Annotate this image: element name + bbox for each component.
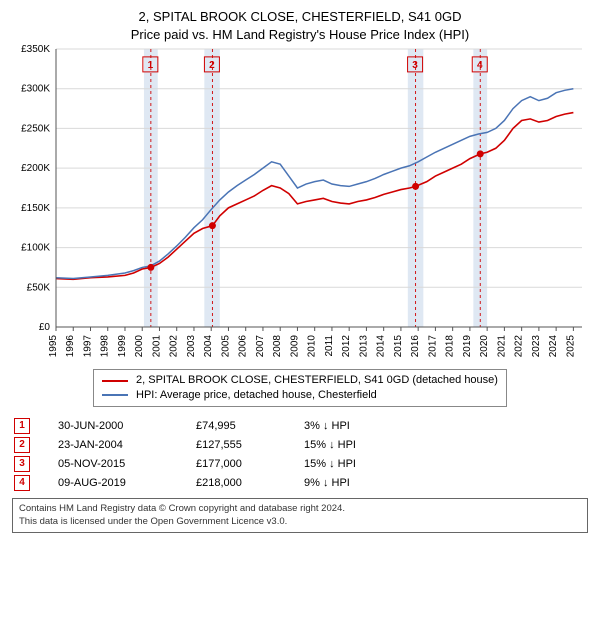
legend-swatch-hpi <box>102 394 128 396</box>
svg-text:2010: 2010 <box>307 335 318 358</box>
price-chart: £0 £50K £100K £150K £200K £250K £300K £350K 1 2 3 4… <box>12 43 588 363</box>
transaction-price: £218,000 <box>196 477 276 489</box>
chart-titles: 2, SPITAL BROOK CLOSE, CHESTERFIELD, S41… <box>12 8 588 43</box>
svg-text:£150K: £150K <box>21 203 50 214</box>
svg-text:£100K: £100K <box>21 243 50 254</box>
svg-text:2007: 2007 <box>255 335 266 358</box>
transaction-date: 30-JUN-2000 <box>58 420 168 432</box>
svg-text:2024: 2024 <box>548 335 559 358</box>
svg-text:2008: 2008 <box>272 335 283 358</box>
svg-text:2023: 2023 <box>531 335 542 358</box>
transaction-marker-box: 2 <box>14 437 30 453</box>
svg-text:2003: 2003 <box>186 335 197 358</box>
svg-text:£200K: £200K <box>21 163 50 174</box>
svg-text:2014: 2014 <box>376 335 387 358</box>
svg-text:2011: 2011 <box>324 335 335 357</box>
transaction-pct: 15% ↓ HPI <box>304 439 394 451</box>
transaction-date: 23-JAN-2004 <box>58 439 168 451</box>
svg-text:£350K: £350K <box>21 44 50 55</box>
transaction-pct: 9% ↓ HPI <box>304 477 394 489</box>
transaction-row: 4 09-AUG-2019 £218,000 9% ↓ HPI <box>14 475 586 491</box>
svg-text:1998: 1998 <box>100 335 111 358</box>
svg-text:£50K: £50K <box>27 282 51 293</box>
svg-text:2001: 2001 <box>151 335 162 358</box>
svg-text:£0: £0 <box>39 322 51 333</box>
legend-swatch-pricepaid <box>102 380 128 382</box>
transaction-row: 3 05-NOV-2015 £177,000 15% ↓ HPI <box>14 456 586 472</box>
svg-text:2006: 2006 <box>238 335 249 358</box>
svg-text:2021: 2021 <box>496 335 507 358</box>
transaction-row: 1 30-JUN-2000 £74,995 3% ↓ HPI <box>14 418 586 434</box>
svg-text:£300K: £300K <box>21 84 50 95</box>
svg-text:1997: 1997 <box>82 335 93 358</box>
svg-text:2: 2 <box>209 60 215 71</box>
svg-text:2018: 2018 <box>445 335 456 358</box>
transaction-price: £127,555 <box>196 439 276 451</box>
transaction-date: 09-AUG-2019 <box>58 477 168 489</box>
transaction-pct: 15% ↓ HPI <box>304 458 394 470</box>
svg-text:2004: 2004 <box>203 335 214 358</box>
svg-text:1996: 1996 <box>65 335 76 358</box>
transaction-pct: 3% ↓ HPI <box>304 420 394 432</box>
svg-text:2005: 2005 <box>220 335 231 358</box>
svg-text:4: 4 <box>477 60 483 71</box>
transaction-marker-box: 3 <box>14 456 30 472</box>
svg-text:2002: 2002 <box>169 335 180 358</box>
legend-label: 2, SPITAL BROOK CLOSE, CHESTERFIELD, S41… <box>136 373 498 388</box>
svg-text:2009: 2009 <box>289 335 300 358</box>
svg-text:2012: 2012 <box>341 335 352 358</box>
transaction-price: £177,000 <box>196 458 276 470</box>
attribution-footer: Contains HM Land Registry data © Crown c… <box>12 498 588 534</box>
svg-text:1: 1 <box>148 60 154 71</box>
transaction-marker-box: 4 <box>14 475 30 491</box>
legend: 2, SPITAL BROOK CLOSE, CHESTERFIELD, S41… <box>93 369 507 407</box>
title-subtitle: Price paid vs. HM Land Registry's House … <box>12 26 588 44</box>
svg-text:1999: 1999 <box>117 335 128 358</box>
svg-text:2015: 2015 <box>393 335 404 358</box>
svg-text:2017: 2017 <box>427 335 438 358</box>
svg-text:2019: 2019 <box>462 335 473 358</box>
transaction-marker-box: 1 <box>14 418 30 434</box>
transaction-price: £74,995 <box>196 420 276 432</box>
footer-line: Contains HM Land Registry data © Crown c… <box>19 503 581 516</box>
transaction-date: 05-NOV-2015 <box>58 458 168 470</box>
legend-item: HPI: Average price, detached house, Ches… <box>102 388 498 403</box>
transactions-table: 1 30-JUN-2000 £74,995 3% ↓ HPI 2 23-JAN-2004 £… <box>14 415 586 494</box>
footer-line: This data is licensed under the Open Gov… <box>19 516 581 529</box>
svg-text:£250K: £250K <box>21 124 50 135</box>
svg-text:2000: 2000 <box>134 335 145 358</box>
svg-text:2025: 2025 <box>565 335 576 358</box>
svg-text:1995: 1995 <box>48 335 59 358</box>
transaction-row: 2 23-JAN-2004 £127,555 15% ↓ HPI <box>14 437 586 453</box>
svg-text:3: 3 <box>412 60 418 71</box>
svg-text:2016: 2016 <box>410 335 421 358</box>
svg-text:2013: 2013 <box>358 335 369 358</box>
legend-item: 2, SPITAL BROOK CLOSE, CHESTERFIELD, S41… <box>102 373 498 388</box>
svg-text:2020: 2020 <box>479 335 490 358</box>
legend-label: HPI: Average price, detached house, Ches… <box>136 388 377 403</box>
title-address: 2, SPITAL BROOK CLOSE, CHESTERFIELD, S41… <box>12 8 588 26</box>
svg-text:2022: 2022 <box>514 335 525 358</box>
